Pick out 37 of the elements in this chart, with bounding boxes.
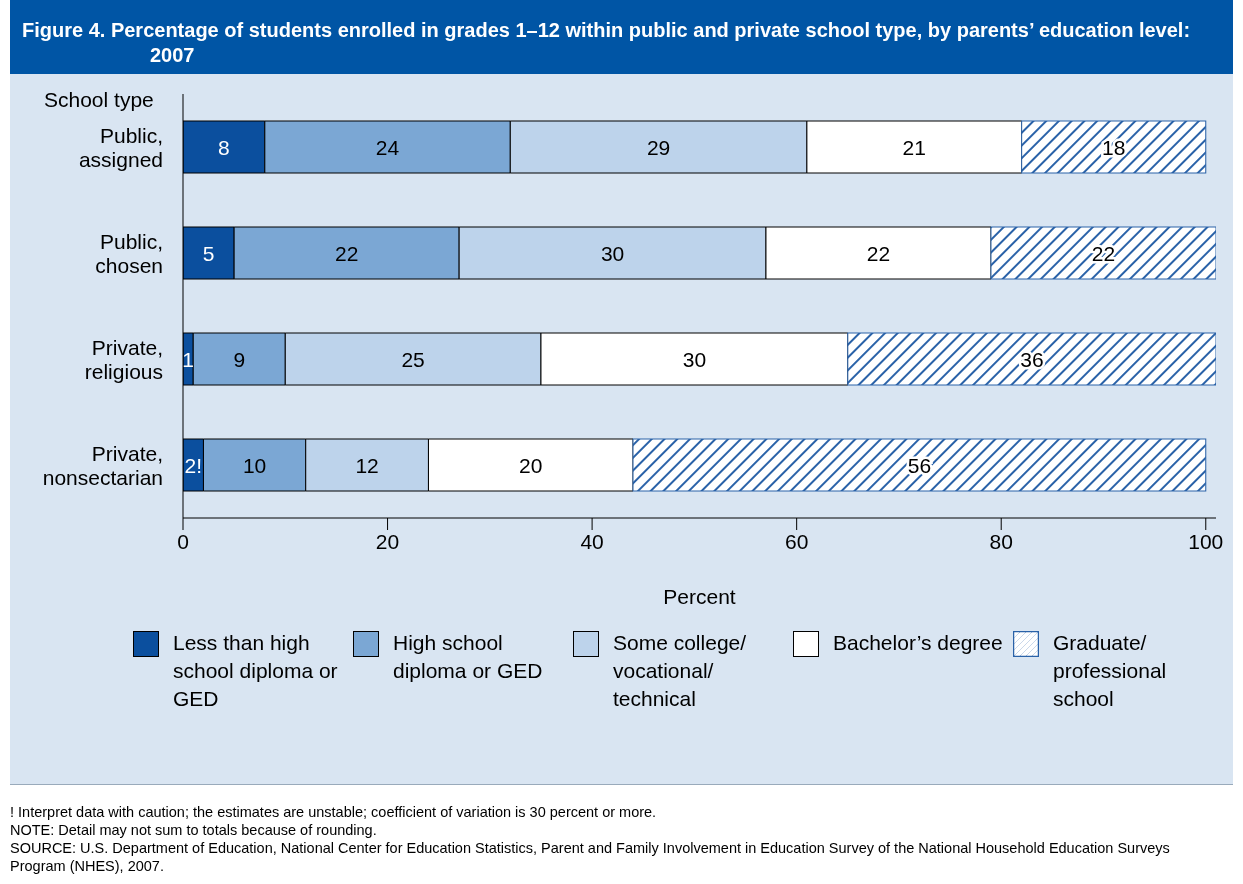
data-label: 30 bbox=[682, 347, 707, 371]
x-tick-label: 0 bbox=[177, 529, 189, 553]
x-tick-label: 100 bbox=[1188, 529, 1224, 553]
data-label: 12 bbox=[355, 453, 379, 477]
data-label: 22 bbox=[334, 241, 359, 265]
data-label: 2! bbox=[184, 453, 202, 477]
data-label: 9 bbox=[233, 347, 246, 371]
data-label: 1 bbox=[182, 347, 194, 371]
legend-label: Some college/ vocational/ technical bbox=[613, 630, 748, 712]
data-label: 24 bbox=[375, 135, 400, 159]
legend-label: Bachelor’s degree bbox=[833, 630, 1004, 656]
legend-label: High school diploma or GED bbox=[393, 630, 544, 684]
data-label: 29 bbox=[646, 135, 671, 159]
data-label: 30 bbox=[600, 241, 625, 265]
y-tick-label: Public, chosen bbox=[95, 229, 163, 277]
data-label: 21 bbox=[902, 135, 926, 159]
data-label: 10 bbox=[242, 453, 267, 477]
text: NOTE: Detail may not sum to totals because of rounding. bbox=[10, 821, 378, 839]
y-axis-title: School type bbox=[44, 88, 154, 112]
data-label: 25 bbox=[401, 347, 425, 371]
data-label: 8 bbox=[218, 135, 230, 159]
y-tick-label: Private, religious bbox=[84, 335, 163, 383]
text: ! Interpret data with caution; the estimates are unstable; coefficient of variation is 30 percent or more. bbox=[10, 803, 658, 821]
data-label: 20 bbox=[519, 453, 543, 477]
y-tick-label: Private, nonsectarian bbox=[42, 441, 163, 489]
source-note: SOURCE: U.S. Department of Education, National Center for Education Statistics, Parent and Family Involvement in Education Survey of the National Household Education Surveys Program (NHES), 2007. bbox=[10, 839, 1171, 875]
x-axis-title: Percent bbox=[663, 585, 736, 608]
x-tick-label: 40 bbox=[580, 529, 604, 553]
data-label: 5 bbox=[202, 241, 215, 265]
x-tick-label: 80 bbox=[989, 529, 1013, 553]
legend-label: Less than high school diploma or GED bbox=[173, 630, 339, 712]
x-tick-label: 60 bbox=[784, 529, 809, 553]
x-tick-label: 20 bbox=[375, 529, 400, 553]
legend-label: Graduate/ professional school bbox=[1053, 630, 1168, 712]
y-tick-label: Public, assigned bbox=[78, 123, 163, 171]
chart-title: Figure 4. Percentage of students enrolled in grades 1–12 within public and private school type, by parents’ education level: 2007 bbox=[10, 0, 1233, 74]
data-label: 22 bbox=[866, 241, 891, 265]
